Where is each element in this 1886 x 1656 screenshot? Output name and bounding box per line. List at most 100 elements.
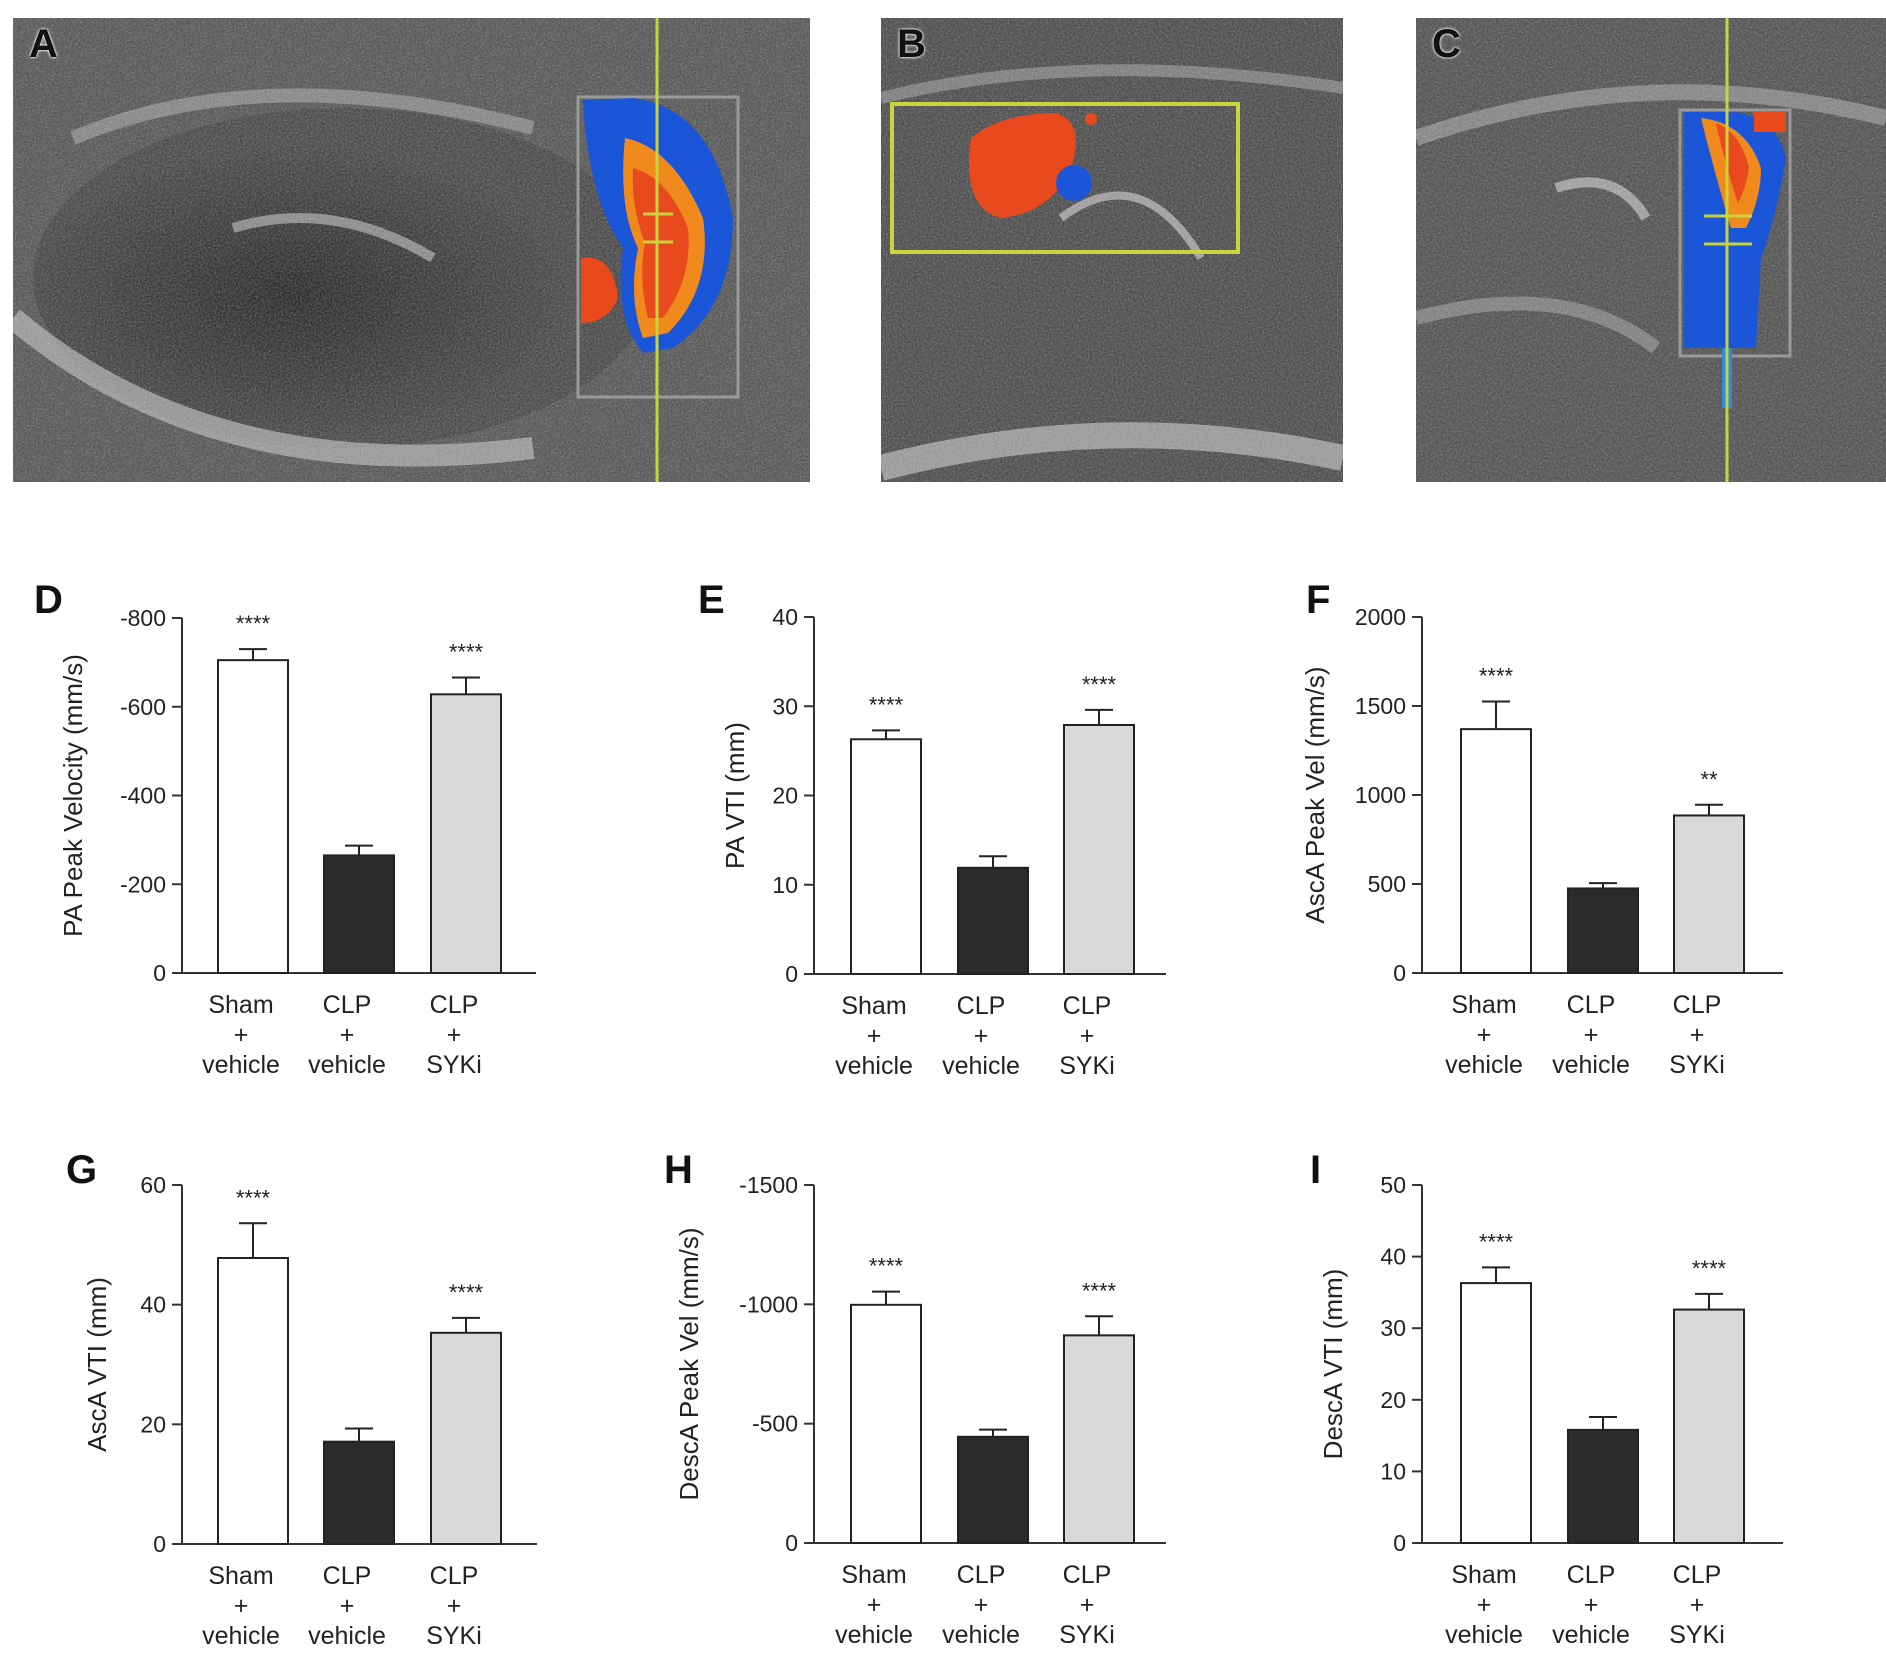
x-tick-label: + [340,1592,355,1620]
bar [1460,728,1532,974]
y-tick-label: 1000 [1355,782,1406,808]
significance-label: **** [1479,1229,1514,1254]
y-tick-label: 0 [1393,960,1406,986]
bar-chart: 0 -200 -400 -600 -800 PA Peak Velocity (mm/s)… [58,605,536,1079]
ultrasound-panel-c: C [1416,18,1886,482]
x-tick-label: + [234,1592,249,1620]
bar [957,866,1029,976]
chart-panel-e: E 0 10 20 30 40 PA VTI (mm) **** Sham + vehicle CLP… [628,560,1256,1100]
x-tick-label: + [1080,1591,1095,1619]
x-tick-label: vehicle [942,1052,1020,1080]
significance-label: **** [1082,1278,1117,1303]
panel-letter: F [1306,578,1331,622]
panel-letter: G [66,1148,98,1192]
bar [850,738,922,975]
x-tick-label: + [974,1022,989,1050]
x-tick-label: + [234,1021,249,1049]
significance-label: **** [449,639,484,664]
y-tick-label: -500 [752,1411,798,1437]
bar [957,1435,1029,1544]
ultrasound-panel-a: A [13,18,810,482]
panel-letter: B [897,22,926,66]
x-tick-label: + [1690,1591,1705,1619]
significance-label: **** [1479,664,1514,689]
y-axis-label: PA VTI (mm) [720,722,750,869]
bar [1673,1308,1745,1544]
x-tick-label: SYKi [1669,1051,1725,1079]
y-tick-label: 0 [153,960,166,986]
x-tick-label: + [340,1021,355,1049]
ultrasound-image-c [1416,18,1886,482]
y-axis-label: PA Peak Velocity (mm/s) [58,654,88,937]
x-tick-label: vehicle [835,1052,913,1080]
y-tick-label: 0 [785,961,798,987]
y-tick-label: 40 [772,604,798,630]
panel-letter: C [1432,22,1461,66]
x-tick-label: vehicle [202,1622,280,1650]
x-tick-label: + [867,1022,882,1050]
y-tick-label: 10 [1380,1458,1406,1484]
bar [1567,1428,1639,1545]
bar [323,854,395,974]
x-tick-label: CLP [1063,992,1112,1020]
x-tick-label: vehicle [942,1621,1020,1649]
y-tick-label: -1000 [739,1291,798,1317]
panel-letter: H [664,1148,693,1192]
y-tick-label: -600 [120,694,166,720]
x-tick-label: vehicle [1552,1621,1630,1649]
y-tick-label: 0 [153,1531,166,1557]
x-tick-label: + [867,1591,882,1619]
significance-label: **** [869,692,904,717]
panel-letter: E [698,578,725,622]
x-tick-label: CLP [1567,1561,1616,1589]
significance-label: **** [236,1185,271,1210]
bar [1567,887,1639,975]
y-tick-label: 0 [1393,1530,1406,1556]
x-tick-label: CLP [1673,991,1722,1019]
bar [323,1440,395,1545]
x-tick-label: + [974,1591,989,1619]
y-tick-label: 1500 [1355,693,1406,719]
y-tick-label: 60 [140,1172,166,1198]
x-tick-label: CLP [1567,991,1616,1019]
significance-label: **** [236,611,271,636]
x-tick-label: Sham [208,991,273,1019]
chart-panel-i: I 0 10 20 30 40 50 DescA VTI (mm) **** Sham + vehic… [1256,1130,1886,1656]
x-tick-label: SYKi [426,1051,482,1079]
x-tick-label: Sham [1451,1561,1516,1589]
x-tick-label: vehicle [202,1051,280,1079]
y-tick-label: 2000 [1355,604,1406,630]
chart-panel-d: D 0 -200 -400 -600 -800 PA Peak Velocity (mm/s… [0,560,628,1100]
chart-panel-h: H 0 -500 -1000 -1500 DescA Peak Vel (mm/s) ***… [628,1130,1256,1656]
y-axis-label: AscA VTI (mm) [82,1277,112,1452]
y-tick-label: 40 [1380,1244,1406,1270]
bar [217,659,289,974]
panel-letter: I [1310,1148,1322,1192]
x-tick-label: CLP [957,992,1006,1020]
panel-letter: A [29,22,58,66]
y-axis-label: DescA VTI (mm) [1318,1269,1348,1460]
significance-label: **** [869,1254,904,1279]
x-tick-label: CLP [1673,1561,1722,1589]
y-tick-label: -200 [120,871,166,897]
x-tick-label: SYKi [1059,1052,1115,1080]
ultrasound-panel-b: B [881,18,1343,482]
x-tick-label: + [1690,1021,1705,1049]
y-tick-label: 30 [772,693,798,719]
bar [1673,814,1745,974]
y-tick-label: 0 [785,1530,798,1556]
bar [1063,723,1135,975]
x-tick-label: CLP [430,1562,479,1590]
bar [430,1331,502,1545]
x-tick-label: + [1477,1021,1492,1049]
ultrasound-image-a [13,18,810,482]
bar-chart: 0 -500 -1000 -1500 DescA Peak Vel (mm/s) ****… [674,1172,1166,1649]
x-tick-label: vehicle [1552,1051,1630,1079]
chart-panel-f: F 0 500 1000 1500 2000 AscA Peak Vel (mm/s) ***… [1256,560,1886,1100]
x-tick-label: CLP [957,1561,1006,1589]
y-tick-label: 20 [772,783,798,809]
x-tick-label: CLP [323,991,372,1019]
y-tick-label: 10 [772,872,798,898]
